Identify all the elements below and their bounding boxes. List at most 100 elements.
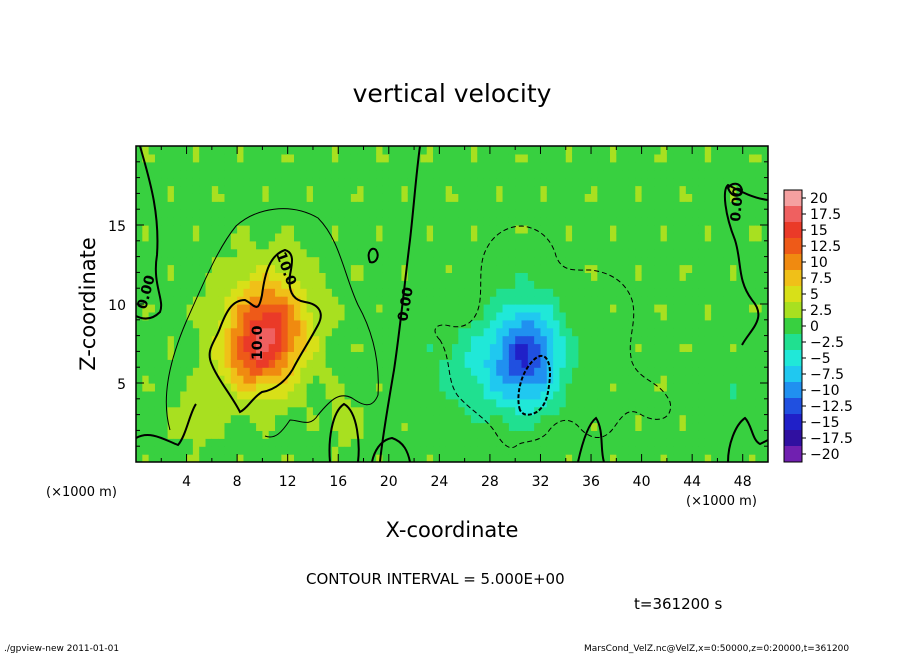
field-cell: [660, 335, 668, 345]
field-cell: [218, 225, 226, 234]
field-cell: [616, 248, 624, 258]
field-cell: [521, 161, 529, 171]
field-cell: [414, 438, 421, 447]
field-cell: [540, 383, 548, 392]
field-cell: [641, 209, 649, 218]
field-cell: [755, 201, 763, 210]
field-cell: [287, 335, 295, 345]
field-cell: [591, 430, 598, 439]
field-cell: [376, 343, 384, 352]
field-cell: [275, 280, 282, 289]
field-cell: [540, 335, 548, 345]
field-cell: [692, 438, 700, 447]
field-cell: [666, 177, 674, 187]
field-cell: [527, 319, 535, 329]
field-cell: [433, 161, 440, 171]
field-cell: [553, 454, 561, 462]
field-cell: [312, 438, 320, 447]
field-cell: [420, 272, 428, 281]
field-cell: [136, 343, 143, 352]
field-cell: [660, 146, 668, 155]
field-cell: [616, 225, 624, 234]
field-cell: [489, 311, 497, 321]
field-cell: [584, 248, 592, 258]
field-cell: [218, 359, 226, 368]
field-cell: [628, 256, 636, 266]
field-cell: [641, 201, 649, 210]
field-cell: [148, 367, 156, 376]
field-cell: [142, 414, 150, 424]
field-cell: [584, 311, 592, 321]
field-cell: [730, 327, 737, 337]
field-cell: [142, 438, 150, 447]
field-cell: [654, 209, 662, 218]
field-cell: [628, 240, 636, 250]
field-cell: [603, 256, 611, 266]
field-cell: [698, 304, 706, 313]
field-cell: [426, 406, 434, 416]
field-cell: [199, 256, 207, 266]
field-cell: [414, 311, 421, 321]
field-cell: [426, 240, 434, 250]
field-cell: [420, 454, 428, 462]
field-cell: [363, 351, 371, 360]
field-cell: [597, 161, 605, 171]
field-cell: [350, 359, 358, 368]
field-cell: [534, 232, 542, 242]
field-cell: [439, 177, 447, 187]
field-cell: [211, 304, 219, 313]
field-cell: [527, 256, 535, 266]
field-cell: [237, 177, 245, 187]
field-cell: [470, 153, 478, 163]
field-cell: [654, 319, 662, 329]
field-cell: [205, 201, 213, 210]
field-cell: [572, 430, 579, 439]
field-cell: [401, 161, 409, 171]
field-cell: [641, 169, 649, 179]
field-cell: [673, 177, 681, 187]
field-cell: [382, 430, 390, 439]
field-cell: [414, 248, 421, 258]
field-cell: [420, 201, 428, 210]
field-cell: [262, 193, 270, 202]
field-cell: [154, 280, 162, 289]
field-cell: [489, 351, 497, 360]
field-cell: [749, 209, 756, 218]
field-cell: [685, 288, 693, 297]
field-cell: [180, 169, 188, 179]
field-cell: [692, 280, 700, 289]
field-cell: [148, 169, 156, 179]
field-cell: [300, 367, 308, 376]
field-cell: [249, 359, 257, 368]
field-cell: [578, 446, 586, 455]
field-cell: [578, 169, 586, 179]
field-cell: [489, 367, 497, 376]
field-cell: [306, 225, 314, 234]
field-cell: [256, 430, 263, 439]
field-cell: [515, 327, 523, 337]
field-cell: [685, 454, 693, 462]
field-cell: [666, 390, 674, 400]
field-cell: [749, 256, 756, 266]
velocity-field: [136, 146, 768, 462]
field-cell: [192, 446, 200, 455]
field-cell: [666, 248, 674, 258]
field-cell: [470, 225, 478, 234]
field-cell: [565, 367, 573, 376]
field-cell: [565, 201, 573, 210]
field-cell: [300, 248, 308, 258]
field-cell: [711, 161, 719, 171]
field-cell: [496, 185, 504, 194]
field-cell: [666, 146, 674, 155]
field-cell: [610, 146, 617, 155]
field-cell: [723, 201, 731, 210]
field-cell: [331, 454, 339, 462]
colorbar-label: 5: [810, 287, 819, 303]
field-cell: [281, 256, 289, 266]
field-cell: [711, 430, 719, 439]
field-cell: [603, 264, 611, 273]
field-cell: [420, 375, 428, 384]
field-cell: [464, 414, 472, 424]
field-cell: [761, 240, 768, 250]
field-cell: [376, 153, 384, 163]
